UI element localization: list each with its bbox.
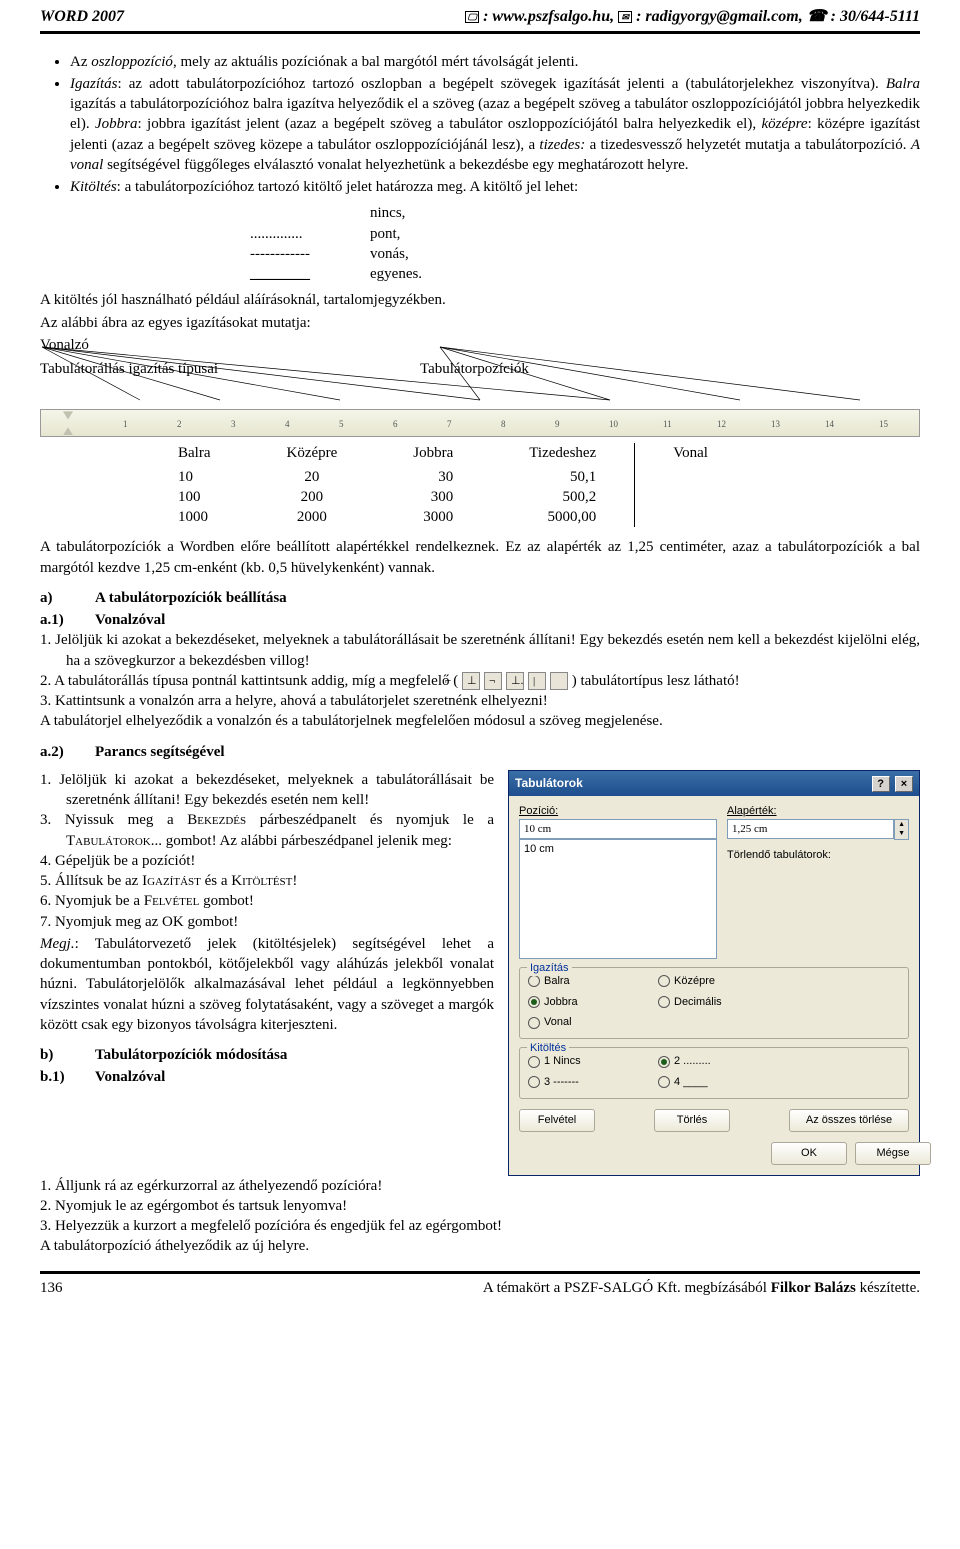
pos-input[interactable] xyxy=(519,819,717,839)
ok-button[interactable]: OK xyxy=(771,1142,847,1165)
step-1: 1. Jelöljük ki azokat a bekezdéseket, me… xyxy=(40,630,920,671)
radio-vonal[interactable]: Vonal xyxy=(528,1015,648,1030)
page-number: 136 xyxy=(40,1278,63,1298)
torles-button[interactable]: Törlés xyxy=(654,1109,730,1132)
spin-down-icon[interactable]: ▼ xyxy=(895,829,908,838)
bullet-list: Az oszloppozíció, mely az aktuális pozíc… xyxy=(40,52,920,198)
def-input[interactable] xyxy=(727,819,894,839)
radio-k4[interactable]: 4 ____ xyxy=(658,1075,778,1090)
para-megj: Megj.: Tabulátorvezető jelek (kitöltésje… xyxy=(40,934,494,1035)
radio-k3[interactable]: 3 ------- xyxy=(528,1075,648,1090)
group-kitoltes: Kitöltés 1 Nincs 2 ......... 3 ------- 4… xyxy=(519,1047,909,1099)
a2-two-column: 1. Jelöljük ki azokat a bekezdéseket, me… xyxy=(40,770,920,1176)
step-4: 4. Gépeljük be a pozíciót! xyxy=(40,851,494,871)
torl-label: Törlendő tabulátorok: xyxy=(727,848,909,863)
bullet-kitoltes: Kitöltés: a tabulátorpozícióhoz tartozó … xyxy=(70,177,920,197)
spin-up-icon[interactable]: ▲ xyxy=(895,820,908,829)
pos-listbox[interactable]: 10 cm xyxy=(519,839,717,959)
mail-icon: ✉ xyxy=(618,11,632,23)
heading-a1: a.1)Vonalzóval xyxy=(40,610,920,630)
para-below-fig: Az alábbi ábra az egyes igazításokat mut… xyxy=(40,313,920,333)
page-header: WORD 2007 🖵 : www.pszfsalgo.hu, ✉ : radi… xyxy=(40,0,920,34)
dialog-body: Pozíció: 10 cm Alapérték: ▲ ▼ xyxy=(509,796,919,1175)
heading-b: b)Tabulátorpozíciók módosítása xyxy=(40,1045,494,1065)
first-line-indent-marker xyxy=(63,411,73,419)
step-1: 1. Jelöljük ki azokat a bekezdéseket, me… xyxy=(40,770,494,811)
list-item[interactable]: 10 cm xyxy=(524,842,712,857)
table-row: 100 200 300 500,2 xyxy=(140,487,746,507)
step-2: 2. A tabulátorállás típusa pontnál katti… xyxy=(40,671,920,691)
steps-a2: 1. Jelöljük ki azokat a bekezdéseket, me… xyxy=(40,770,494,932)
dialog-title: Tabulátorok xyxy=(515,775,583,792)
tab-decimal-icon: ⊥. xyxy=(528,672,546,690)
step-3: 3. Nyissuk meg a Bekezdés párbeszédpanel… xyxy=(40,810,494,851)
table-row: 1000 2000 3000 5000,00 xyxy=(140,507,746,527)
ruler-labels: Tabulátorállás igazítás típusai Tabuláto… xyxy=(40,359,920,379)
para-vonalzo: Vonalzó xyxy=(40,335,920,355)
pos-label: Pozíció: xyxy=(519,805,558,817)
heading-a2: a.2)Parancs segítségével xyxy=(40,742,920,762)
header-title: WORD 2007 xyxy=(40,6,124,28)
bullet-oszloppozicio: Az oszloppozíció, mely az aktuális pozíc… xyxy=(70,52,920,72)
radio-decimalis[interactable]: Decimális xyxy=(658,995,778,1010)
a2-text-column: 1. Jelöljük ki azokat a bekezdéseket, me… xyxy=(40,770,494,1176)
heading-b1: b.1)Vonalzóval xyxy=(40,1067,494,1087)
step-3: 3. Helyezzük a kurzort a megfelelő pozíc… xyxy=(40,1216,920,1236)
close-button[interactable]: × xyxy=(895,776,913,792)
steps-a1: 1. Jelöljük ki azokat a bekezdéseket, me… xyxy=(40,630,920,711)
radio-kozepre[interactable]: Középre xyxy=(658,974,778,989)
para-default-tabstop: A tabulátorpozíciók a Wordben előre beál… xyxy=(40,537,920,578)
felvetel-button[interactable]: Felvétel xyxy=(519,1109,595,1132)
table-header-row: Balra Középre Jobbra Tizedeshez Vonal xyxy=(140,443,746,466)
phone-icon: ☎ xyxy=(807,6,827,28)
table-row: 10 20 30 50,1 xyxy=(140,467,746,487)
step-7: 7. Nyomjuk meg az OK gombot! xyxy=(40,912,494,932)
tabulatorok-dialog: Tabulátorok ? × Pozíció: 10 cm xyxy=(508,770,920,1176)
tabstop-icons: ⌐ ⊥ ¬ ⊥. | xyxy=(462,672,568,690)
globe-icon: 🖵 xyxy=(465,11,479,23)
heading-a: a)A tabulátorpozíciók beállítása xyxy=(40,588,920,608)
page-footer: 136 A témakört a PSZF-SALGÓ Kft. megbízá… xyxy=(40,1271,920,1298)
osszes-torlese-button[interactable]: Az összes törlése xyxy=(789,1109,909,1132)
radio-jobbra[interactable]: Jobbra xyxy=(528,995,648,1010)
para-b1-post: A tabulátorpozíció áthelyeződik az új he… xyxy=(40,1236,920,1256)
step-6: 6. Nyomjuk be a Felvétel gombot! xyxy=(40,891,494,911)
titlebar-buttons: ? × xyxy=(870,775,913,792)
alignment-example-table: Balra Középre Jobbra Tizedeshez Vonal 10… xyxy=(140,443,746,527)
step-1: 1. Álljunk rá az egérkurzorral az áthely… xyxy=(40,1176,920,1196)
group-igazitas: Igazítás Balra Középre Jobbra Decimális … xyxy=(519,967,909,1040)
dialog-titlebar[interactable]: Tabulátorok ? × xyxy=(509,771,919,796)
step-2: 2. Nyomjuk le az egérgombot és tartsuk l… xyxy=(40,1196,920,1216)
word-ruler: /*ticks rendered below via JS after data… xyxy=(40,409,920,437)
def-label: Alapérték: xyxy=(727,805,777,817)
dialog-column: Tabulátorok ? × Pozíció: 10 cm xyxy=(508,770,920,1176)
fill-examples: nincs, ..............pont, ------------v… xyxy=(250,203,920,284)
radio-balra[interactable]: Balra xyxy=(528,974,648,989)
para-a1-post: A tabulátorjel elhelyeződik a vonalzón é… xyxy=(40,711,920,731)
step-5: 5. Állítsuk be az Igazítást és a Kitölté… xyxy=(40,871,494,891)
footer-credit: A témakört a PSZF-SALGÓ Kft. megbízásábó… xyxy=(483,1278,920,1298)
header-contacts: 🖵 : www.pszfsalgo.hu, ✉ : radigyorgy@gma… xyxy=(465,6,920,28)
bullet-igazitas: Igazítás: az adott tabulátorpozícióhoz t… xyxy=(70,74,920,175)
tab-bar-icon: | xyxy=(550,672,568,690)
legend-kitoltes: Kitöltés xyxy=(527,1041,569,1056)
hanging-indent-marker xyxy=(63,427,73,435)
para-usage: A kitöltés jól használható például aláír… xyxy=(40,290,920,310)
radio-k2[interactable]: 2 ......... xyxy=(658,1054,778,1069)
megse-button[interactable]: Mégse xyxy=(855,1142,931,1165)
help-button[interactable]: ? xyxy=(872,776,890,792)
steps-b1: 1. Álljunk rá az egérkurzorral az áthely… xyxy=(40,1176,920,1237)
step-3: 3. Kattintsunk a vonalzón arra a helyre,… xyxy=(40,691,920,711)
radio-k1[interactable]: 1 Nincs xyxy=(528,1054,648,1069)
legend-igazitas: Igazítás xyxy=(527,961,572,976)
